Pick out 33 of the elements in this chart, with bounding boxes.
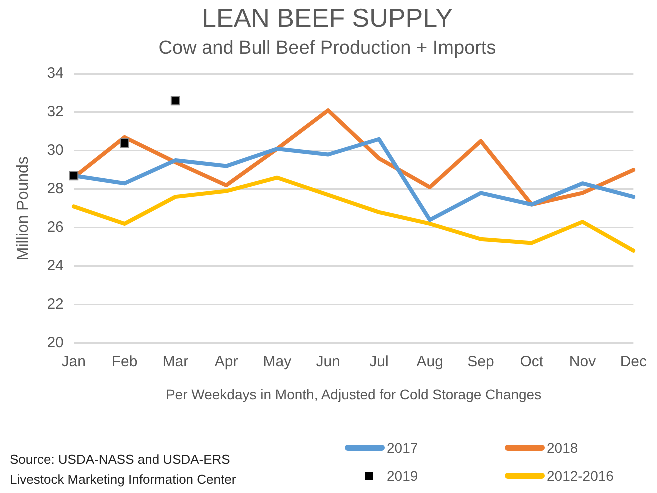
y-tick-label: 22 <box>47 296 64 313</box>
y-tick-label: 24 <box>47 257 64 274</box>
x-tick-label: Jun <box>316 353 340 370</box>
y-tick-label: 20 <box>47 334 64 352</box>
x-tick-label: Apr <box>214 353 238 370</box>
x-axis-title: Per Weekdays in Month, Adjusted for Cold Storage Changes <box>166 386 542 402</box>
x-tick-label: Mar <box>162 353 189 370</box>
legend-label: 2019 <box>387 468 418 484</box>
legend-label: 2017 <box>387 440 418 456</box>
text: Livestock Marketing Information Center <box>10 471 236 489</box>
chart-title: LEAN BEEF SUPPLY <box>202 2 453 33</box>
x-tick-label: Sep <box>468 353 494 370</box>
y-tick-label: 26 <box>47 218 64 236</box>
x-tick-label: Feb <box>112 353 138 370</box>
legend-label: 2018 <box>547 440 578 456</box>
point <box>170 96 180 106</box>
legend-label: 2012-2016 <box>547 468 614 484</box>
x-tick-label: Oct <box>520 353 544 370</box>
point <box>69 171 79 181</box>
y-tick-label: 32 <box>47 104 64 121</box>
y-tick-label: 28 <box>47 180 64 198</box>
y-axis-title: Million Pounds <box>15 156 32 261</box>
x-tick-label: Dec <box>620 353 648 370</box>
y-tick-label: 34 <box>47 65 64 82</box>
y-tick-label: 30 <box>47 142 64 160</box>
source-note: Source: USDA-NASS and USDA-ERS <box>10 451 232 469</box>
x-tick-label: Aug <box>416 353 444 370</box>
x-tick-label: May <box>263 353 292 370</box>
x-tick-label: Nov <box>569 353 597 370</box>
x-tick-label: Jul <box>370 353 389 370</box>
x-tick-label: Jan <box>62 353 86 370</box>
point <box>120 138 130 148</box>
chart-subtitle: Cow and Bull Beef Production + Imports <box>158 38 496 59</box>
